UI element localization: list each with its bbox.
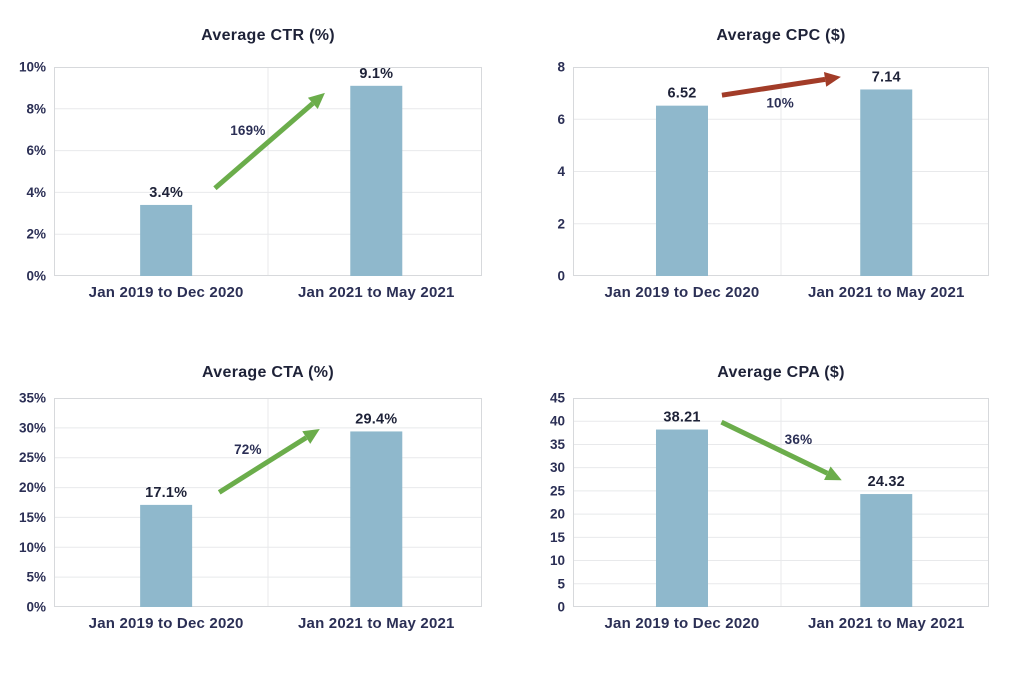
chart-average-cpc: Average CPC ($) 0 2 4 6 8 6.52 Jan 2019 to Dec… bbox=[512, 0, 1024, 337]
y-tick-label: 0% bbox=[26, 269, 46, 284]
x-category-label: Jan 2021 to May 2021 bbox=[808, 615, 965, 632]
y-tick-label: 40 bbox=[550, 414, 565, 429]
chart-average-cta: Average CTA (%) 0% 5% 10% 15% 20% 25% 30% 35% 17… bbox=[0, 337, 512, 674]
trend-arrow-head bbox=[302, 429, 320, 444]
bar-value-label: 29.4% bbox=[355, 411, 397, 427]
chart-title: Average CTA (%) bbox=[202, 364, 334, 381]
y-tick-label: 10% bbox=[19, 540, 46, 555]
bar bbox=[860, 89, 913, 276]
bar-value-label: 3.4% bbox=[149, 185, 183, 201]
plot-frame bbox=[573, 67, 989, 276]
y-tick-label: 35 bbox=[550, 437, 566, 452]
bar bbox=[140, 504, 193, 607]
y-tick-label: 8% bbox=[26, 101, 46, 116]
y-tick-label: 4 bbox=[557, 164, 565, 179]
y-tick-label: 45 bbox=[550, 391, 566, 406]
y-tick-label: 10% bbox=[19, 60, 46, 75]
trend-arrow-head bbox=[824, 466, 842, 481]
bar bbox=[655, 105, 708, 276]
y-tick-label: 25% bbox=[19, 450, 46, 465]
chart-plot: 0% 2% 4% 6% 8% 10% 3.4% Jan 2019 to Dec 2020 9.1… bbox=[19, 60, 482, 301]
y-tick-label: 6 bbox=[557, 112, 565, 127]
y-tick-label: 15 bbox=[550, 530, 566, 545]
y-tick-label: 2% bbox=[26, 227, 46, 242]
plot-frame bbox=[573, 398, 989, 607]
chart-average-cpa: Average CPA ($) 0 5 10 15 20 25 30 35 40 45 38.21 J… bbox=[512, 337, 1024, 674]
trend-change-label: 72% bbox=[234, 442, 262, 457]
chart-plot: 0 5 10 15 20 25 30 35 40 45 38.21 Jan 2019 to Dec 2… bbox=[550, 391, 989, 632]
y-tick-label: 30% bbox=[19, 420, 46, 435]
bar bbox=[140, 204, 193, 276]
bar-value-label: 7.14 bbox=[872, 69, 901, 85]
trend-change-label: 36% bbox=[785, 432, 813, 447]
y-tick-label: 8 bbox=[557, 60, 565, 75]
y-tick-label: 35% bbox=[19, 391, 46, 406]
bar-value-label: 24.32 bbox=[868, 474, 905, 490]
bar bbox=[860, 494, 913, 607]
x-category-label: Jan 2021 to May 2021 bbox=[298, 615, 455, 632]
plot-frame bbox=[54, 67, 482, 276]
bar-value-label: 6.52 bbox=[667, 86, 696, 102]
trend-arrow-head bbox=[307, 92, 325, 110]
bar bbox=[350, 85, 403, 276]
y-tick-label: 0 bbox=[557, 269, 565, 284]
x-category-label: Jan 2019 to Dec 2020 bbox=[89, 284, 244, 301]
x-category-label: Jan 2021 to May 2021 bbox=[298, 284, 455, 301]
trend-arrow-shaft bbox=[213, 101, 315, 191]
chart-title: Average CPA ($) bbox=[717, 364, 845, 381]
y-tick-label: 20 bbox=[550, 507, 565, 522]
y-tick-label: 6% bbox=[26, 143, 46, 158]
plot-frame bbox=[54, 398, 482, 607]
x-category-label: Jan 2021 to May 2021 bbox=[808, 284, 965, 301]
x-category-label: Jan 2019 to Dec 2020 bbox=[605, 284, 760, 301]
y-tick-label: 10 bbox=[550, 553, 565, 568]
chart-title: Average CTR (%) bbox=[201, 27, 335, 44]
x-category-label: Jan 2019 to Dec 2020 bbox=[89, 615, 244, 632]
y-tick-label: 30 bbox=[550, 460, 565, 475]
y-tick-label: 0% bbox=[26, 600, 46, 615]
y-tick-label: 25 bbox=[550, 483, 566, 498]
y-tick-label: 20% bbox=[19, 480, 46, 495]
bar bbox=[350, 431, 403, 607]
trend-arrow-shaft bbox=[720, 419, 829, 476]
bar-value-label: 17.1% bbox=[145, 485, 187, 501]
trend-change-label: 169% bbox=[230, 123, 265, 138]
y-tick-label: 5% bbox=[26, 570, 46, 585]
bar bbox=[655, 429, 708, 607]
y-tick-label: 4% bbox=[26, 185, 46, 200]
bar-value-label: 9.1% bbox=[359, 66, 393, 82]
chart-title: Average CPC ($) bbox=[716, 27, 846, 44]
chart-plot: 0% 5% 10% 15% 20% 25% 30% 35% 17.1% Jan 2019 to D… bbox=[19, 391, 482, 632]
trend-arrow-shaft bbox=[721, 76, 826, 98]
trend-arrow-shaft bbox=[217, 435, 308, 495]
y-tick-label: 0 bbox=[557, 600, 565, 615]
x-category-label: Jan 2019 to Dec 2020 bbox=[605, 615, 760, 632]
chart-average-ctr: Average CTR (%) 0% 2% 4% 6% 8% 10% 3.4% Jan 201… bbox=[0, 0, 512, 337]
y-tick-label: 5 bbox=[557, 576, 565, 591]
y-tick-label: 15% bbox=[19, 510, 46, 525]
y-tick-label: 2 bbox=[557, 216, 565, 231]
chart-plot: 0 2 4 6 8 6.52 Jan 2019 to Dec 2020 7.14 Jan 202… bbox=[557, 60, 989, 301]
trend-arrow-head bbox=[823, 71, 841, 87]
trend-change-label: 10% bbox=[766, 96, 794, 111]
bar-value-label: 38.21 bbox=[663, 410, 700, 426]
